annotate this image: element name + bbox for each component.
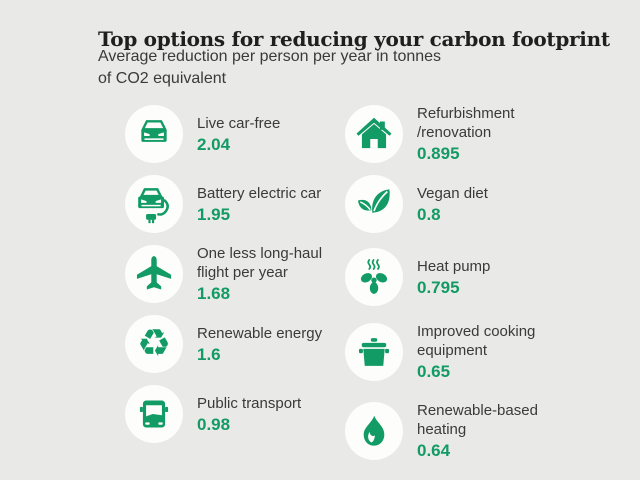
item-value: 0.795 (417, 277, 460, 297)
list-item-live-car-free: Live car-free 2.04 (125, 99, 347, 169)
list-item-renewable-energy: ♻ Renewable energy 1.6 (125, 309, 347, 379)
list-item-heat-pump: Heat pump 0.795 (345, 242, 589, 312)
car-icon (135, 115, 173, 153)
icon-circle (125, 245, 183, 303)
item-label: Battery electric car (197, 184, 322, 202)
subtitle-line-1: Average reduction per person per year in… (98, 48, 442, 65)
recycle-icon: ♻ (136, 323, 172, 365)
icon-circle (345, 175, 403, 233)
item-value: 2.04 (197, 134, 231, 154)
list-item-vegan-diet: Vegan diet 0.8 (345, 169, 589, 239)
item-label: Refurbishment /renovation (417, 105, 515, 141)
item-label: Live car-free (197, 114, 281, 132)
item-label: Improved cooking equipment (417, 323, 536, 359)
icon-circle (125, 385, 183, 443)
list-item-one-less-flight: One less long-haul flight per year 1.68 (125, 239, 347, 309)
subtitle-line-2: of CO2 equivalent (98, 70, 227, 87)
icon-circle (345, 248, 403, 306)
item-value: 1.6 (197, 344, 221, 364)
item-value: 0.64 (417, 441, 451, 460)
page-title: Top options for reducing your carbon foo… (98, 27, 610, 52)
fan-icon (355, 258, 393, 296)
house-icon (354, 114, 394, 154)
item-value: 0.98 (197, 414, 231, 434)
item-label: Vegan diet (417, 184, 488, 202)
airplane-icon (133, 253, 175, 295)
right-column: Refurbishment /renovation 0.895 Vegan di… (345, 99, 589, 466)
electric-car-icon (134, 184, 174, 224)
item-value: 0.8 (417, 204, 441, 224)
left-column: Live car-free 2.04 (125, 99, 347, 449)
cooking-pot-icon (355, 333, 393, 371)
list-item-refurbishment: Refurbishment /renovation 0.895 (345, 99, 589, 169)
item-value: 1.95 (197, 204, 231, 224)
bus-icon (135, 395, 173, 433)
item-label: Renewable-based heating (417, 402, 538, 438)
item-value: 1.68 (197, 284, 231, 303)
icon-circle (125, 105, 183, 163)
list-item-public-transport: Public transport 0.98 (125, 379, 347, 449)
page-subtitle: Average reduction per person per year in… (98, 46, 441, 90)
item-value: 0.895 (417, 144, 460, 163)
item-label: Public transport (197, 394, 302, 412)
icon-circle: ♻ (125, 315, 183, 373)
item-value: 0.65 (417, 362, 451, 381)
list-item-battery-electric-car: Battery electric car 1.95 (125, 169, 347, 239)
list-item-improved-cooking: Improved cooking equipment 0.65 (345, 317, 589, 387)
item-label: One less long-haul flight per year (197, 245, 323, 281)
flame-icon (355, 412, 393, 450)
leaves-icon (354, 184, 394, 224)
item-label: Renewable energy (197, 324, 323, 342)
icon-circle (345, 323, 403, 381)
icon-circle (345, 402, 403, 460)
item-label: Heat pump (417, 257, 491, 275)
icon-circle (125, 175, 183, 233)
list-item-renewable-heating: Renewable-based heating 0.64 (345, 396, 589, 466)
icon-circle (345, 105, 403, 163)
